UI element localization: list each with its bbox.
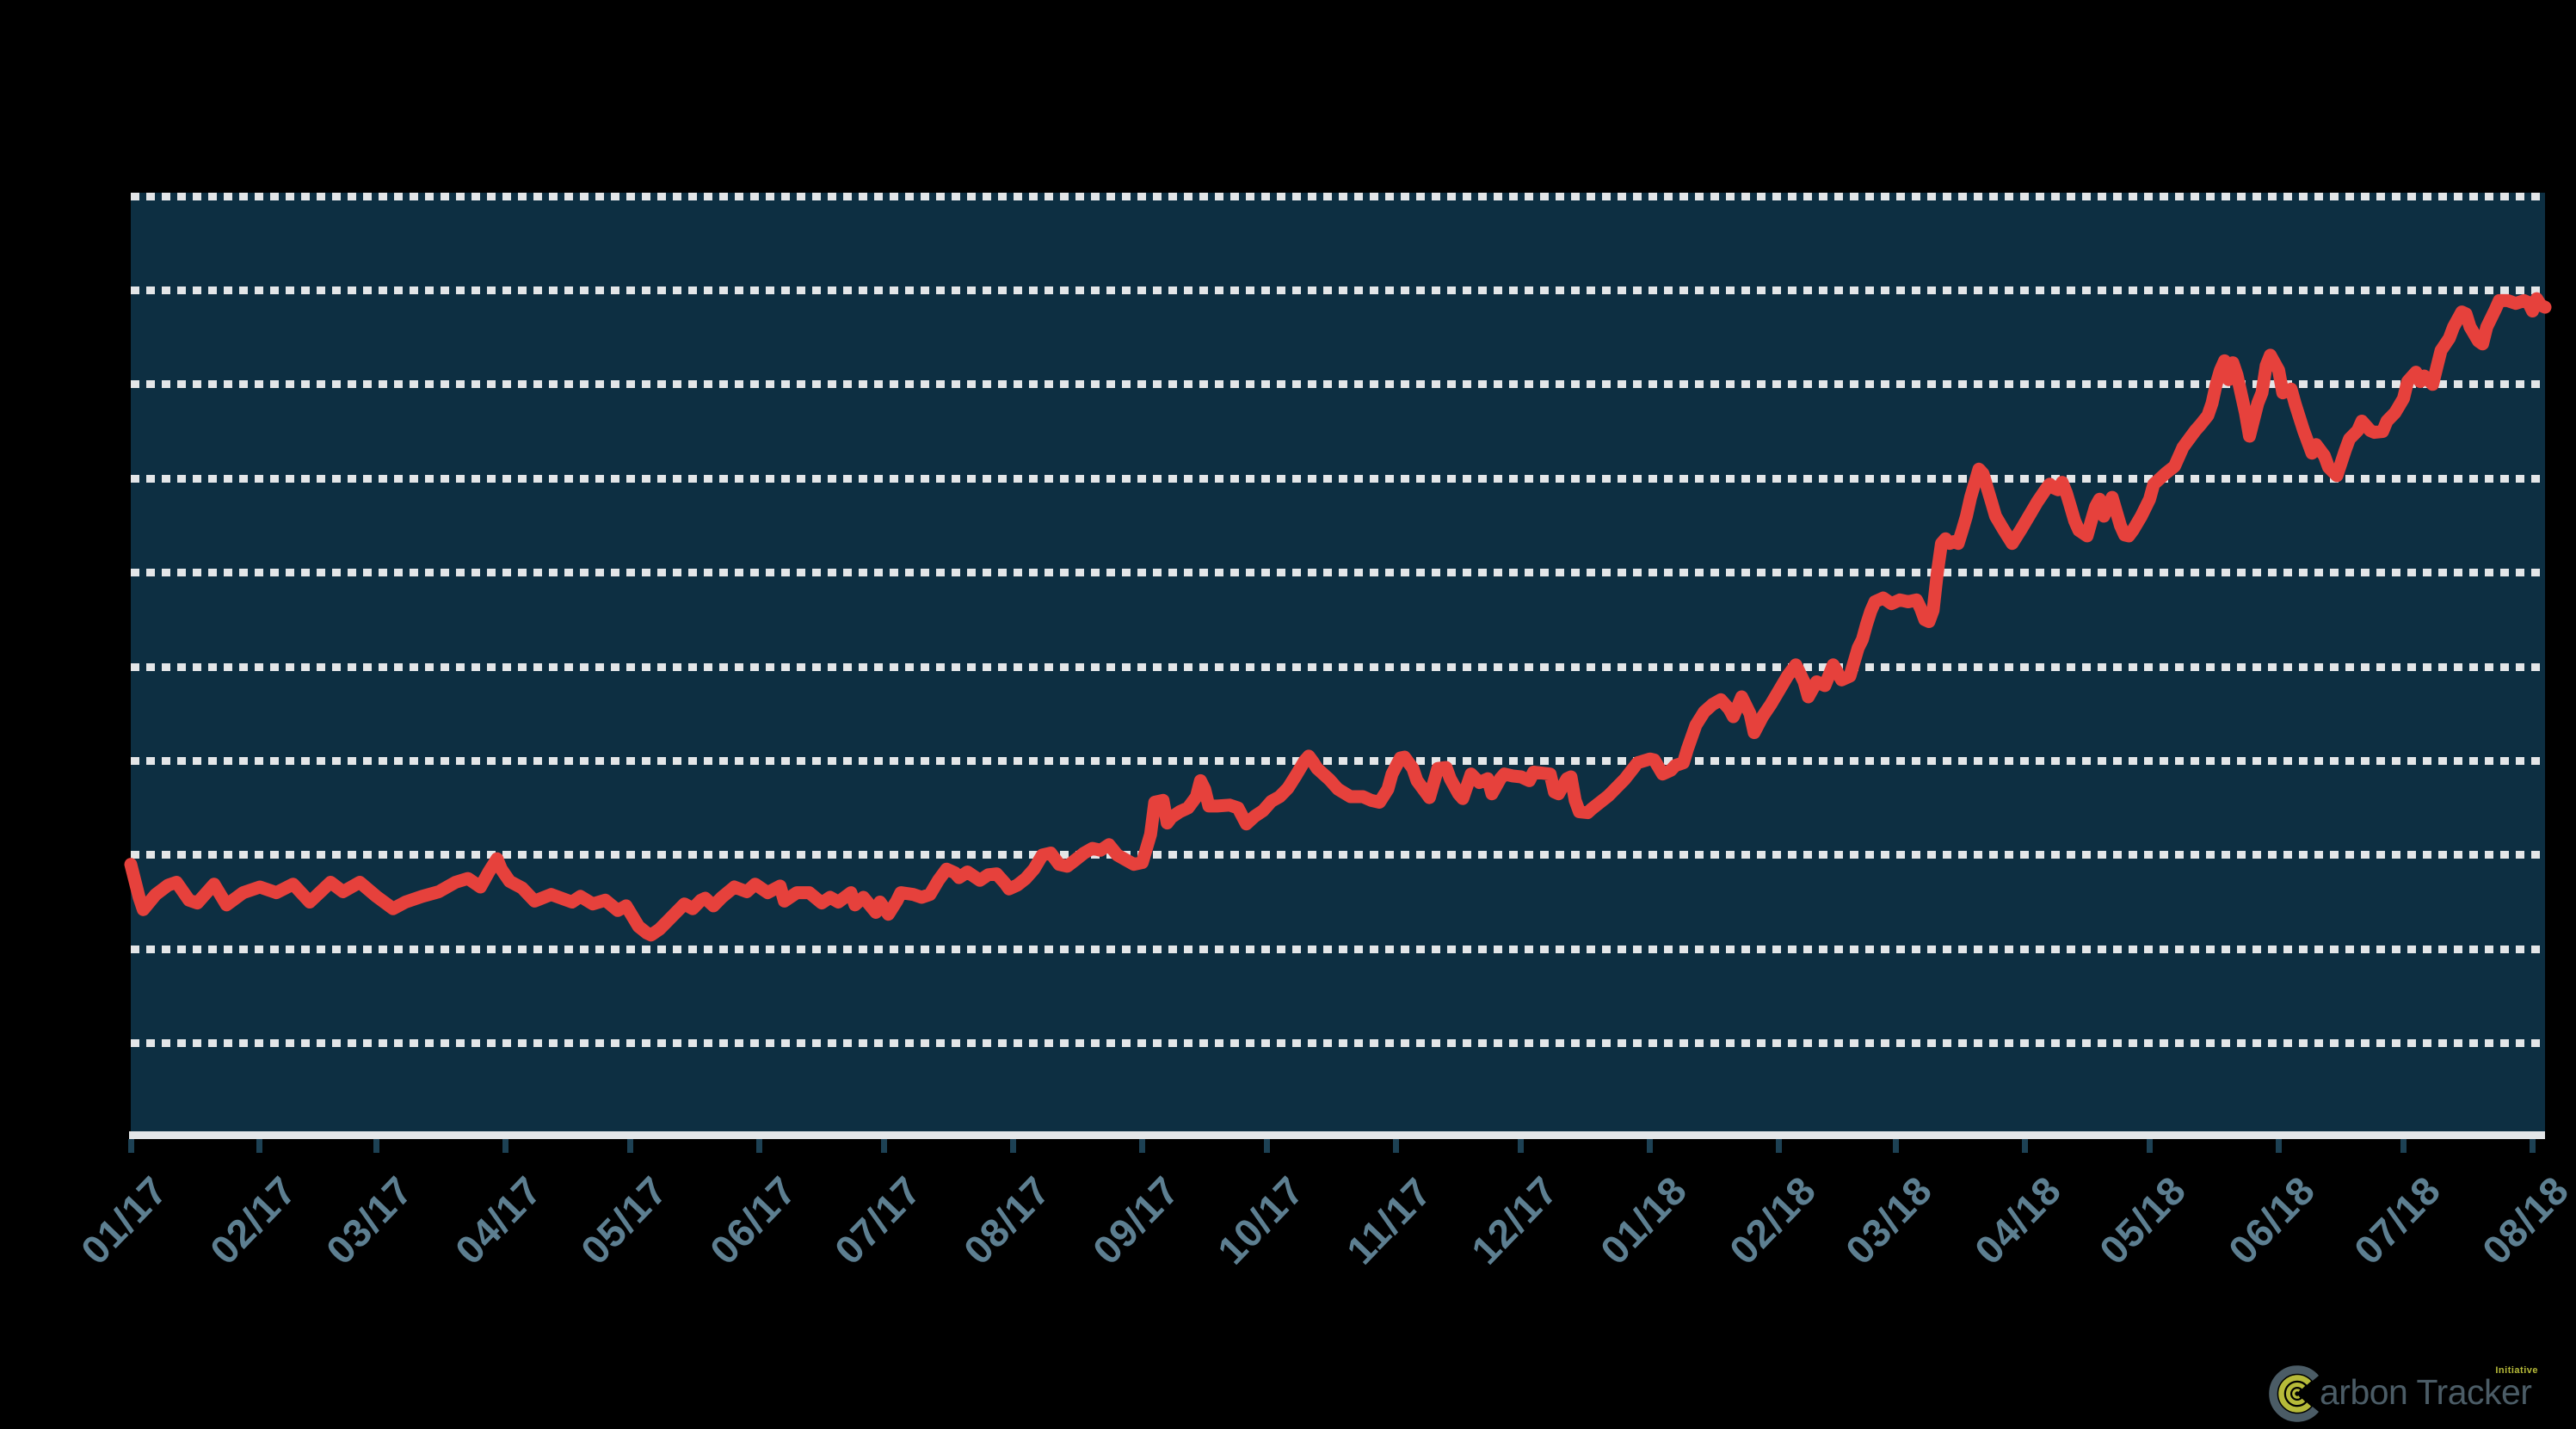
x-axis-tick-label: 02/18 [1720, 1167, 1825, 1273]
x-axis-tick [373, 1139, 379, 1153]
x-axis-line [129, 1131, 2545, 1139]
x-axis-tick-label: 01/17 [71, 1167, 176, 1273]
gridline [131, 380, 2545, 389]
x-axis-tick [1264, 1139, 1271, 1153]
logo-initiative-text: Initiative [2495, 1365, 2538, 1376]
x-axis-tick-label: 03/18 [1837, 1167, 1942, 1273]
carbon-tracker-logo-icon [2269, 1365, 2320, 1422]
x-axis-tick [1647, 1139, 1654, 1153]
x-axis-tick [502, 1139, 508, 1153]
x-axis-tick [2021, 1139, 2028, 1153]
x-axis-tick [2529, 1139, 2536, 1153]
price-line [124, 292, 2552, 942]
gridline [131, 474, 2545, 483]
x-axis-tick-label: 09/17 [1083, 1167, 1188, 1273]
x-axis-tick-label: 04/17 [447, 1167, 552, 1273]
x-axis-tick-label: 07/17 [825, 1167, 930, 1273]
gridline [131, 286, 2545, 294]
x-axis-tick [1518, 1139, 1525, 1153]
x-axis-tick-label: 07/18 [2345, 1167, 2450, 1273]
gridline [131, 851, 2545, 859]
x-axis-tick-label: 08/17 [954, 1167, 1059, 1273]
x-axis-tick-label: 02/17 [200, 1167, 305, 1273]
x-axis-tick [1010, 1139, 1017, 1153]
x-axis-tick [1776, 1139, 1783, 1153]
gridline [131, 756, 2545, 765]
x-axis-tick-label: 06/17 [700, 1167, 805, 1273]
x-axis-tick [2400, 1139, 2407, 1153]
x-axis-tick [127, 1139, 134, 1153]
x-axis-tick [1139, 1139, 1146, 1153]
x-axis-tick-label: 03/17 [317, 1167, 422, 1273]
x-axis-tick-label: 08/18 [2474, 1167, 2576, 1273]
x-axis-tick [256, 1139, 263, 1153]
x-axis-tick [1892, 1139, 1899, 1153]
x-axis-tick-label: 05/17 [571, 1167, 676, 1273]
x-axis-tick-label: 11/17 [1337, 1168, 1440, 1273]
x-axis-tick-label: 12/17 [1462, 1167, 1567, 1273]
gridline [131, 192, 2545, 200]
x-axis-tick-label: 10/17 [1208, 1167, 1313, 1273]
x-axis-tick [881, 1139, 888, 1153]
x-axis-tick [1393, 1139, 1400, 1153]
x-axis-tick-label: 05/18 [2091, 1167, 2196, 1273]
x-axis-tick [2146, 1139, 2153, 1153]
gridline [131, 945, 2545, 953]
gridline [131, 662, 2545, 671]
x-axis-tick-label: 04/18 [1966, 1167, 2070, 1273]
x-axis-tick [627, 1139, 634, 1153]
x-axis-tick-label: 01/18 [1591, 1167, 1696, 1273]
x-axis-tick [2275, 1139, 2282, 1153]
x-axis-tick [756, 1139, 763, 1153]
logo-text: arbon Tracker [2320, 1372, 2532, 1412]
plot-area [124, 192, 2552, 1137]
brand-logo: arbon Tracker Initiative [2261, 1356, 2545, 1429]
gridline [131, 569, 2545, 577]
gridline [131, 1039, 2545, 1048]
series-layer [124, 292, 2552, 942]
x-axis-tick-label: 06/18 [2220, 1167, 2325, 1273]
